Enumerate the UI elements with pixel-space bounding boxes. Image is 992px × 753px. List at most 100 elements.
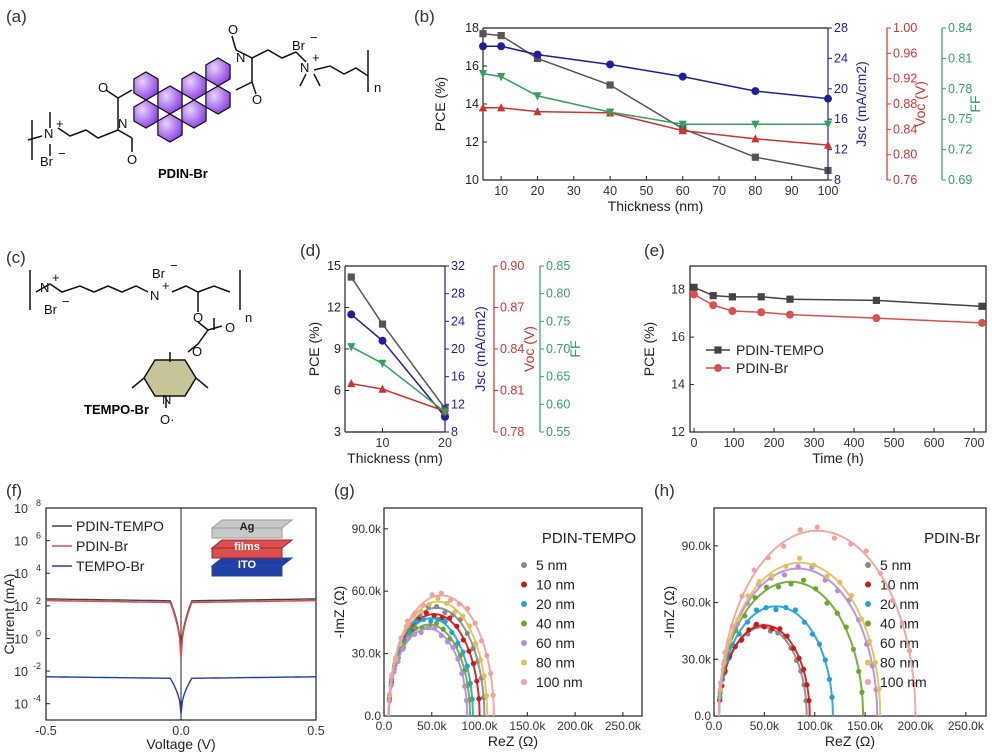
perylene-ring-5 — [205, 85, 231, 115]
data-point-5 nm — [433, 603, 440, 610]
y-tick-label: 0.0 — [364, 709, 381, 723]
data-point-80 nm — [848, 592, 855, 599]
point-PDIN-TEMPO-240 — [786, 295, 794, 303]
data-point-100 nm — [797, 527, 803, 533]
point-PDIN-TEMPO-168 — [757, 293, 765, 301]
point-PDIN-Br-720 — [978, 318, 986, 327]
data-point-10 nm — [790, 645, 797, 651]
data-point-80 nm — [866, 638, 873, 644]
data-point-100 nm — [751, 567, 757, 573]
data-point-80 nm — [443, 600, 450, 606]
data-point-20 nm — [763, 605, 769, 611]
x-tick-label: 250.0k — [948, 719, 985, 733]
data-point-100 nm — [393, 654, 399, 661]
legend-marker-PDIN-TEMPO — [714, 346, 722, 354]
y-tick-label-PCE: 6 — [334, 384, 341, 398]
data-point-100 nm — [386, 691, 393, 698]
y-axis-title: -ImZ (Ω) — [661, 586, 677, 638]
pdin-br-structure — [27, 35, 369, 160]
y-tick-label: 12 — [671, 425, 685, 439]
x-tick-label: 100 — [724, 436, 745, 450]
y-tick-label-Jsc: 12 — [451, 397, 465, 411]
data-point-20 nm — [464, 663, 470, 669]
y-axis-title: Current (mA) — [1, 574, 17, 655]
x-tick-label: 10 — [494, 184, 508, 198]
data-point-100 nm — [438, 590, 444, 596]
charge-minus-right: − — [310, 30, 318, 45]
y-tick-label-FF: 0.81 — [948, 51, 972, 65]
x-tick-label: 50.0k — [750, 719, 780, 733]
data-point-20 nm — [449, 629, 455, 635]
atom-o-3: O — [98, 80, 108, 95]
point-FF-60 — [678, 120, 687, 129]
compound-name-pdin-br: PDIN-Br — [158, 166, 208, 181]
x-tick-label: 0 — [691, 436, 698, 450]
y-tick-label-FF: 0.85 — [546, 259, 570, 273]
data-point-40 nm — [856, 668, 862, 674]
x-tick-label: 250.0k — [605, 719, 642, 733]
carbonyl-o: O — [225, 320, 235, 335]
data-point-20 nm — [773, 607, 779, 613]
data-point-80 nm — [483, 693, 490, 699]
data-point-10 nm — [801, 666, 807, 672]
inset-layer-2 — [211, 527, 283, 539]
atom-n-plus-left: N — [44, 126, 53, 141]
legend-marker-10 nm — [865, 581, 871, 588]
data-point-100 nm — [877, 570, 883, 576]
atom-o-1: O — [228, 22, 238, 37]
x-tick-label: 20 — [531, 184, 545, 198]
x-axis-title: Thickness (nm) — [608, 198, 704, 214]
data-point-20 nm — [826, 676, 833, 682]
repeat-n-tempo: n — [245, 310, 252, 325]
perylene-ring-6 — [205, 57, 231, 87]
point-PCE-40 — [606, 81, 614, 89]
data-point-80 nm — [735, 616, 741, 623]
y-tick-label: 10 — [14, 502, 28, 516]
point-PCE-5 — [479, 30, 487, 38]
x-axis-title: Thickness (nm) — [347, 450, 443, 466]
perylene-ring-3 — [181, 71, 207, 101]
data-point-100 nm — [899, 620, 905, 626]
legend-marker-PDIN-Br — [714, 364, 722, 372]
y-tick-label-Voc: 0.78 — [500, 425, 524, 439]
pdin-br-atoms: N N O O O O N + Br − N + Br − n PDIN-Br — [40, 22, 381, 181]
data-point-100 nm — [739, 593, 745, 599]
y-tick-label: 60.0k — [352, 584, 382, 598]
y-tick-label-FF: 0.75 — [546, 314, 570, 328]
data-point-100 nm — [781, 543, 787, 549]
x-tick-label: 0.0 — [376, 719, 393, 733]
data-point-60 nm — [795, 563, 801, 570]
y-tick-label-Voc: 0.88 — [893, 97, 917, 111]
legend-marker-100 nm — [865, 679, 871, 685]
data-point-10 nm — [454, 623, 460, 629]
point-Voc-60 — [678, 126, 687, 135]
data-point-80 nm — [459, 613, 466, 619]
legend-marker-10 nm — [521, 581, 527, 588]
y-tick-label-FF: 0.84 — [948, 21, 972, 35]
point-PDIN-TEMPO-456 — [872, 296, 880, 304]
data-point-100 nm — [484, 652, 490, 659]
legend-label-PDIN-TEMPO: PDIN-TEMPO — [736, 342, 824, 358]
data-point-100 nm — [729, 623, 735, 629]
data-point-10 nm — [466, 648, 472, 654]
y-tick-label-PCE: 12 — [327, 301, 341, 315]
data-point-100 nm — [389, 672, 395, 678]
data-point-40 nm — [433, 620, 440, 627]
compound-name-tempo-br: TEMPO-Br — [84, 402, 149, 417]
y-tick-label: 10 — [14, 632, 28, 646]
data-point-60 nm — [425, 624, 431, 631]
inset-label-1: films — [234, 541, 260, 553]
charge-minus-left-tempo: − — [62, 294, 70, 309]
data-point-10 nm — [439, 615, 445, 621]
point-Voc-5 — [347, 378, 356, 388]
data-point-10 nm — [470, 660, 477, 667]
data-point-40 nm — [763, 584, 770, 590]
data-point-20 nm — [816, 641, 823, 647]
data-point-40 nm — [859, 689, 865, 695]
data-point-80 nm — [797, 555, 803, 561]
point-PDIN-TEMPO-96 — [728, 293, 736, 301]
point-PDIN-Br-48 — [709, 301, 718, 310]
data-point-20 nm — [744, 619, 751, 625]
point-PDIN-TEMPO-0 — [690, 283, 698, 291]
legend-label-100 nm: 100 nm — [536, 674, 583, 690]
